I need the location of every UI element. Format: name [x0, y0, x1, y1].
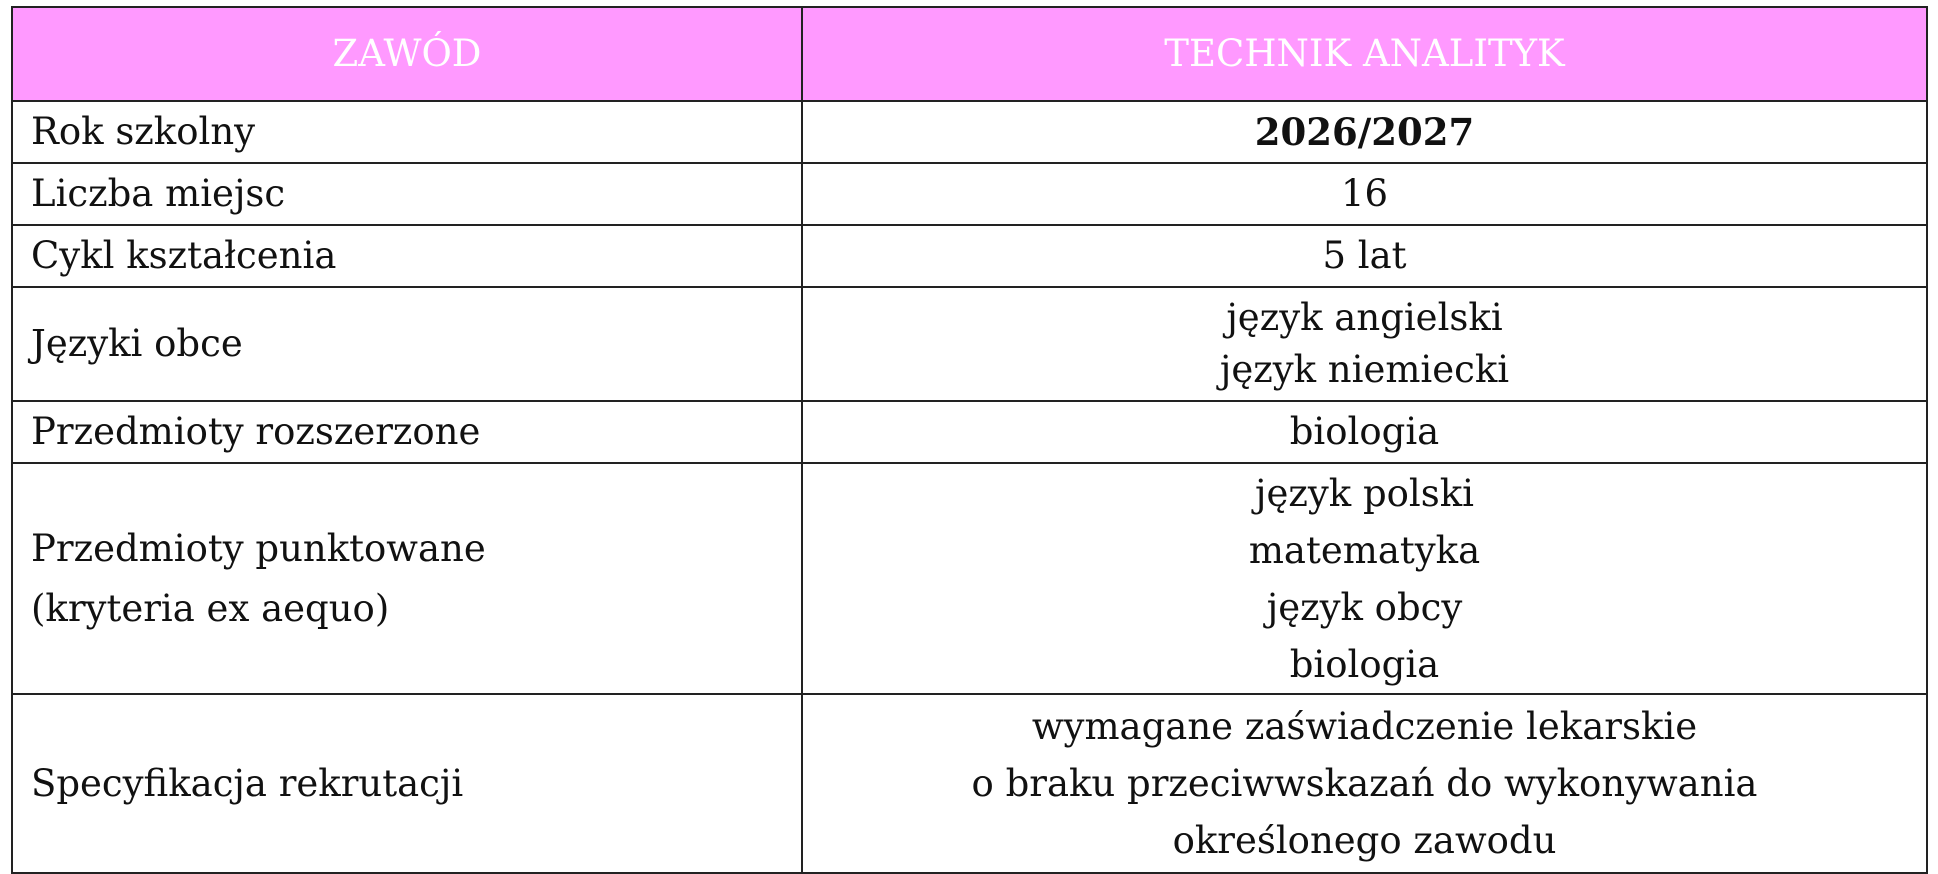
table-row: Cykl kształcenia 5 lat — [11, 224, 1928, 288]
row-value: język polski matematyka język obcy biolo… — [801, 462, 1928, 695]
row-value: biologia — [801, 400, 1928, 464]
value-line: język obcy — [1266, 585, 1463, 629]
value-line: język polski — [1255, 471, 1474, 515]
row-label: Rok szkolny — [11, 100, 803, 164]
row-label: Cykl kształcenia — [11, 224, 803, 288]
row-label: Języki obce — [11, 286, 803, 402]
header-profession-label: ZAWÓD — [11, 6, 803, 102]
row-label: Przedmioty rozszerzone — [11, 400, 803, 464]
row-value: 5 lat — [801, 224, 1928, 288]
value-line: określonego zawodu — [1172, 819, 1557, 862]
label-line: (kryteria ex aequo) — [31, 586, 390, 630]
table-row: Przedmioty punktowane (kryteria ex aequo… — [11, 462, 1928, 695]
row-value: 2026/2027 — [801, 100, 1928, 164]
profession-info-table: ZAWÓD TECHNIK ANALITYK Rok szkolny 2026/… — [11, 6, 1928, 874]
header-profession-name: TECHNIK ANALITYK — [801, 6, 1928, 102]
table-row: Przedmioty rozszerzone biologia — [11, 400, 1928, 464]
row-value: wymagane zaświadczenie lekarskie o braku… — [801, 693, 1928, 874]
row-value: 16 — [801, 162, 1928, 226]
row-label: Przedmioty punktowane (kryteria ex aequo… — [11, 462, 803, 695]
table-row: Specyfikacja rekrutacji wymagane zaświad… — [11, 693, 1928, 874]
header-row: ZAWÓD TECHNIK ANALITYK — [11, 6, 1928, 102]
value-line: język angielski — [1226, 296, 1503, 339]
row-value: język angielski język niemiecki — [801, 286, 1928, 402]
row-label: Specyfikacja rekrutacji — [11, 693, 803, 874]
table-row: Liczba miejsc 16 — [11, 162, 1928, 226]
value-line: wymagane zaświadczenie lekarskie — [1031, 705, 1698, 748]
label-line: Przedmioty punktowane — [31, 526, 486, 570]
value-line: matematyka — [1248, 528, 1481, 572]
value-line: język niemiecki — [1219, 348, 1510, 391]
value-line: o braku przeciwwskazań do wykonywania — [971, 762, 1758, 805]
value-line: biologia — [1289, 642, 1440, 686]
table-row: Języki obce język angielski język niemie… — [11, 286, 1928, 402]
table-row: Rok szkolny 2026/2027 — [11, 100, 1928, 164]
row-label: Liczba miejsc — [11, 162, 803, 226]
